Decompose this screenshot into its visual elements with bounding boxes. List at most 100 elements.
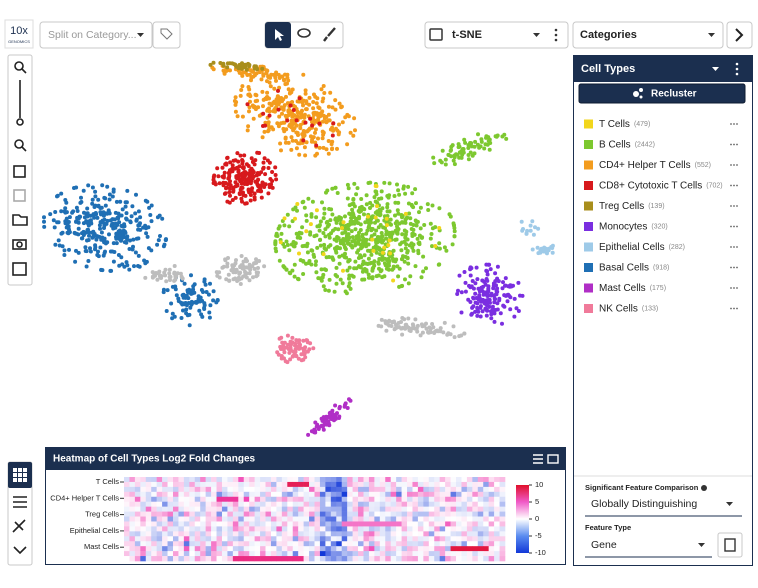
more-dot[interactable]	[733, 164, 735, 166]
legend-entry[interactable]: Monocytes (320)	[599, 221, 668, 232]
more-dot[interactable]	[730, 246, 732, 248]
split-dropdown[interactable]	[39, 21, 153, 49]
legend-entry[interactable]: Treg Cells (139)	[599, 201, 665, 212]
calculator-button[interactable]	[717, 532, 743, 558]
cell-point	[233, 180, 238, 185]
cell-point	[410, 191, 415, 196]
heatmap-cell	[461, 536, 468, 542]
category-dropdown[interactable]	[572, 21, 724, 49]
swatch[interactable]	[584, 283, 593, 293]
more-dot[interactable]	[730, 266, 732, 269]
heatmap-icons[interactable]	[533, 454, 559, 464]
more-dot[interactable]	[736, 225, 738, 228]
cell-point	[319, 267, 324, 272]
heatmap-cell	[445, 501, 451, 507]
projection-dropdown[interactable]	[424, 21, 569, 49]
legend-entry[interactable]: CD4+ Helper T Cells (552)	[599, 160, 711, 171]
swatch[interactable]	[584, 119, 593, 129]
cell-point	[405, 255, 410, 260]
more-dot[interactable]	[736, 123, 738, 125]
more-dot[interactable]	[733, 184, 735, 187]
swatch[interactable]	[584, 160, 593, 170]
swatch[interactable]	[584, 222, 593, 231]
heatmap-cell	[265, 541, 272, 547]
help-icon[interactable]	[701, 485, 707, 491]
heatmap-cell	[194, 496, 201, 502]
more-dot[interactable]	[730, 123, 732, 125]
heatmap-cell	[167, 486, 174, 493]
more-dot[interactable]	[733, 143, 735, 146]
more-dot[interactable]	[736, 287, 738, 289]
more-dot[interactable]	[733, 266, 735, 269]
more-dot[interactable]	[733, 225, 735, 228]
heatmap-cell	[227, 546, 234, 552]
more-dot[interactable]	[736, 184, 738, 187]
cell-point	[414, 223, 419, 228]
next-button[interactable]	[726, 21, 753, 49]
more-dot[interactable]	[736, 266, 738, 269]
heatmap-cell	[347, 486, 353, 493]
more-dot[interactable]	[736, 246, 738, 248]
legend-entry[interactable]: B Cells (2442)	[599, 139, 655, 150]
more-dot[interactable]	[733, 307, 735, 310]
more-dot[interactable]	[730, 164, 732, 166]
more-dot[interactable]	[730, 225, 732, 228]
more-dot[interactable]	[736, 205, 738, 207]
heatmap-cell	[183, 501, 190, 507]
heatmap-cell	[358, 531, 364, 537]
more-icon[interactable]	[735, 62, 739, 76]
lasso-tool[interactable]	[291, 22, 317, 48]
legend-entry[interactable]: Basal Cells (918)	[599, 262, 669, 273]
more-dot[interactable]	[736, 164, 738, 166]
cell-point	[382, 180, 387, 185]
more-dot[interactable]	[733, 123, 735, 125]
cell-point	[317, 121, 322, 126]
more-icon[interactable]	[554, 28, 558, 42]
swatch[interactable]	[584, 304, 593, 313]
cell-point	[225, 261, 230, 266]
more-dot[interactable]	[736, 143, 738, 146]
legend-entry[interactable]: Mast Cells (175)	[599, 283, 666, 294]
more-dot[interactable]	[730, 205, 732, 207]
heatmap-cell	[461, 511, 468, 517]
swatch[interactable]	[584, 242, 593, 252]
comparison-value[interactable]: Globally Distinguishing	[591, 498, 697, 510]
tsne-plot[interactable]	[42, 60, 555, 437]
cell-point	[503, 276, 508, 281]
tag-button[interactable]	[152, 21, 181, 49]
heatmap-cell	[309, 486, 315, 493]
more-dot[interactable]	[730, 143, 732, 146]
more-dot[interactable]	[730, 287, 732, 289]
cell-point	[391, 264, 396, 269]
cell-point	[98, 245, 103, 250]
cell-point	[451, 158, 456, 163]
cell-point	[225, 156, 230, 160]
cell-point	[443, 157, 448, 162]
heatmap-cell	[412, 556, 419, 562]
legend-entry[interactable]: CD8+ Cytotoxic T Cells (702)	[599, 180, 723, 191]
feature-type-value[interactable]: Gene	[591, 539, 617, 551]
more-dot[interactable]	[733, 205, 735, 207]
more-dot[interactable]	[730, 184, 732, 187]
heatmap-cell	[363, 556, 370, 562]
more-dot[interactable]	[730, 307, 732, 310]
swatch[interactable]	[584, 201, 593, 211]
recluster-button[interactable]	[578, 83, 746, 104]
cell-point	[86, 238, 91, 242]
more-dot[interactable]	[733, 246, 735, 248]
heatmap-cell	[156, 556, 163, 562]
more-dot[interactable]	[736, 307, 738, 310]
cell-point	[52, 225, 57, 230]
swatch[interactable]	[584, 140, 593, 149]
swatch[interactable]	[584, 263, 593, 272]
heatmap-cell	[145, 546, 152, 552]
more-dot[interactable]	[733, 287, 735, 289]
legend-entry[interactable]: NK Cells (133)	[599, 303, 658, 314]
heatmap-cell	[276, 511, 283, 517]
swatch[interactable]	[584, 181, 593, 190]
legend-entry[interactable]: T Cells (479)	[599, 119, 650, 130]
cell-point	[176, 296, 181, 301]
legend-entry[interactable]: Epithelial Cells (282)	[599, 242, 685, 253]
heatmap-cell	[472, 531, 479, 537]
